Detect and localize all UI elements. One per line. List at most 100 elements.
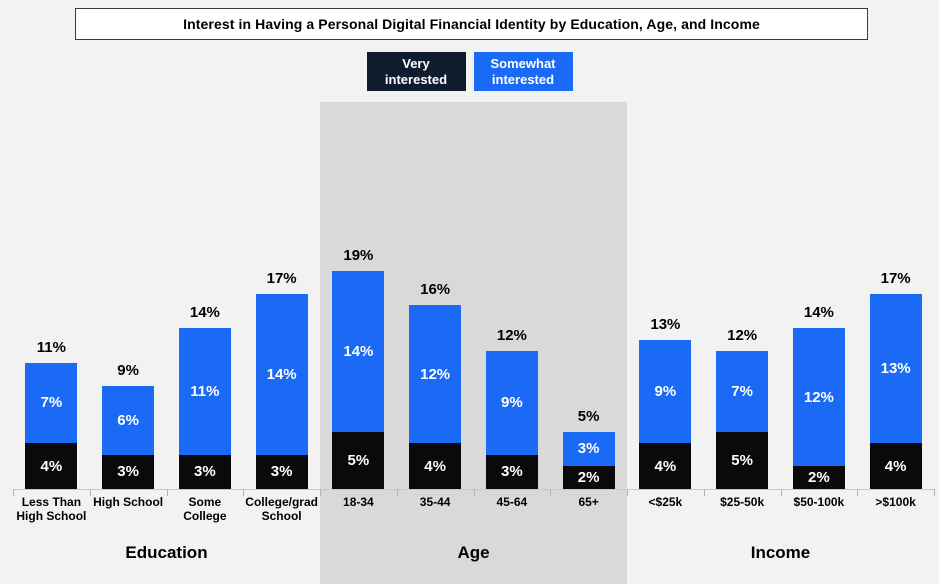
category-label: 45-64 bbox=[474, 495, 551, 510]
segment-value-label: 2% bbox=[808, 469, 830, 486]
category-label: Some College bbox=[167, 495, 244, 523]
segment-value-label: 14% bbox=[343, 342, 374, 360]
total-value-label: 12% bbox=[727, 327, 758, 344]
segment-value-label: 5% bbox=[347, 451, 370, 469]
segment-value-label: 4% bbox=[884, 457, 907, 475]
category-label: College/grad School bbox=[243, 495, 320, 523]
x-axis-tick bbox=[934, 489, 935, 496]
total-value-label: 13% bbox=[650, 315, 681, 333]
bar-segment-somewhat-interested: 11% bbox=[178, 328, 231, 455]
segment-value-label: 3% bbox=[117, 463, 139, 481]
total-value-label: 12% bbox=[496, 327, 527, 344]
bar-segment-somewhat-interested: 7% bbox=[716, 351, 769, 432]
bar-segment-somewhat-interested: 6% bbox=[102, 385, 155, 455]
category-label-line: <$25k bbox=[648, 495, 683, 509]
segment-value-label: 7% bbox=[40, 394, 63, 412]
x-axis-tick bbox=[857, 489, 859, 496]
group-label-age: Age bbox=[457, 543, 490, 562]
total-value-label: 14% bbox=[803, 304, 834, 321]
segment-value-label: 3% bbox=[501, 463, 523, 481]
segment-value-label: 12% bbox=[803, 388, 834, 406]
category-label-line: Some bbox=[188, 495, 222, 509]
category-label: 18-34 bbox=[320, 495, 397, 510]
segment-value-label: 14% bbox=[266, 365, 297, 383]
x-axis-tick bbox=[627, 489, 628, 496]
category-label-line: College/grad bbox=[245, 495, 318, 509]
bar-segment-somewhat-interested: 14% bbox=[332, 270, 385, 432]
total-value-label: 11% bbox=[36, 338, 66, 356]
bar-segment-somewhat-interested: 13% bbox=[869, 293, 922, 443]
bar-segment-somewhat-interested: 14% bbox=[255, 293, 308, 455]
category-label: $50-100k bbox=[781, 495, 858, 510]
category-label-line: High School bbox=[93, 495, 164, 509]
chart-title-box: Interest in Having a Personal Digital Fi… bbox=[75, 8, 868, 40]
segment-value-label: 4% bbox=[424, 457, 446, 475]
bar-segment-somewhat-interested: 9% bbox=[639, 339, 692, 443]
bar-segment-very-interested: 2% bbox=[562, 466, 615, 489]
segment-value-label: 3% bbox=[194, 463, 216, 481]
x-axis-tick bbox=[13, 489, 14, 496]
bar-segment-very-interested: 5% bbox=[716, 431, 769, 489]
category-label: <$25k bbox=[627, 495, 704, 510]
category-label: Less Than High School bbox=[13, 495, 90, 523]
total-value-label: 16% bbox=[420, 281, 451, 298]
total-value-label: 17% bbox=[880, 269, 911, 287]
category-label-line: 65+ bbox=[578, 495, 599, 509]
bar-segment-somewhat-interested: 12% bbox=[409, 305, 462, 443]
category-label: 35-44 bbox=[397, 495, 474, 510]
bar-segment-very-interested: 4% bbox=[869, 443, 922, 489]
x-axis-tick bbox=[89, 489, 91, 496]
x-axis-tick bbox=[166, 489, 168, 496]
total-value-label: 5% bbox=[577, 407, 600, 425]
bar-segment-very-interested: 5% bbox=[332, 431, 385, 489]
bar-segment-very-interested: 4% bbox=[25, 443, 78, 489]
bar-segment-very-interested: 2% bbox=[792, 466, 845, 489]
x-axis-tick bbox=[243, 489, 245, 496]
segment-value-label: 7% bbox=[731, 382, 753, 400]
bar-segment-very-interested: 3% bbox=[178, 454, 231, 489]
segment-value-label: 11% bbox=[190, 382, 220, 400]
segment-value-label: 3% bbox=[577, 440, 600, 458]
x-axis-tick bbox=[550, 489, 552, 496]
category-label: High School bbox=[90, 495, 167, 510]
x-axis-tick bbox=[320, 489, 321, 496]
segment-value-label: 3% bbox=[270, 463, 293, 481]
segment-value-label: 12% bbox=[420, 365, 451, 383]
x-axis-tick bbox=[473, 489, 475, 496]
bar-segment-very-interested: 3% bbox=[255, 454, 308, 489]
category-label-line: School bbox=[261, 508, 302, 523]
bar-segment-somewhat-interested: 7% bbox=[25, 362, 78, 443]
segment-value-label: 6% bbox=[117, 411, 139, 429]
bar-segment-very-interested: 4% bbox=[409, 443, 462, 489]
category-label-line: 35-44 bbox=[419, 495, 451, 509]
total-value-label: 9% bbox=[117, 361, 139, 379]
category-label-line: $50-100k bbox=[793, 495, 845, 509]
segment-value-label: 4% bbox=[654, 457, 677, 475]
segment-value-label: 13% bbox=[880, 359, 911, 377]
total-value-label: 17% bbox=[266, 269, 297, 287]
category-label-line: 45-64 bbox=[496, 495, 528, 509]
x-axis-tick bbox=[703, 489, 705, 496]
bar-segment-somewhat-interested: 9% bbox=[485, 351, 538, 455]
segment-value-label: 9% bbox=[654, 382, 677, 400]
category-label-line: College bbox=[183, 508, 227, 523]
legend: Very interested Somewhat interested bbox=[0, 52, 939, 91]
total-value-label: 14% bbox=[189, 304, 220, 321]
x-axis-tick bbox=[780, 489, 782, 496]
category-label: 65+ bbox=[550, 495, 627, 510]
bar-segment-very-interested: 3% bbox=[102, 454, 155, 489]
legend-very-label: Very interested bbox=[384, 55, 448, 87]
category-label: >$100k bbox=[857, 495, 934, 510]
legend-somewhat-label: Somewhat interested bbox=[490, 55, 556, 87]
legend-somewhat-box: Somewhat interested bbox=[473, 52, 573, 91]
category-label-line: >$100k bbox=[875, 495, 916, 509]
bar-segment-somewhat-interested: 12% bbox=[792, 328, 845, 466]
bar-segment-very-interested: 3% bbox=[485, 454, 538, 489]
x-axis-tick bbox=[396, 489, 398, 496]
bar-segment-somewhat-interested: 3% bbox=[562, 431, 615, 466]
segment-value-label: 9% bbox=[501, 394, 523, 412]
category-label-line: Less Than bbox=[21, 495, 82, 509]
bar-segment-very-interested: 4% bbox=[639, 443, 692, 489]
group-label-education: Education bbox=[125, 543, 208, 562]
